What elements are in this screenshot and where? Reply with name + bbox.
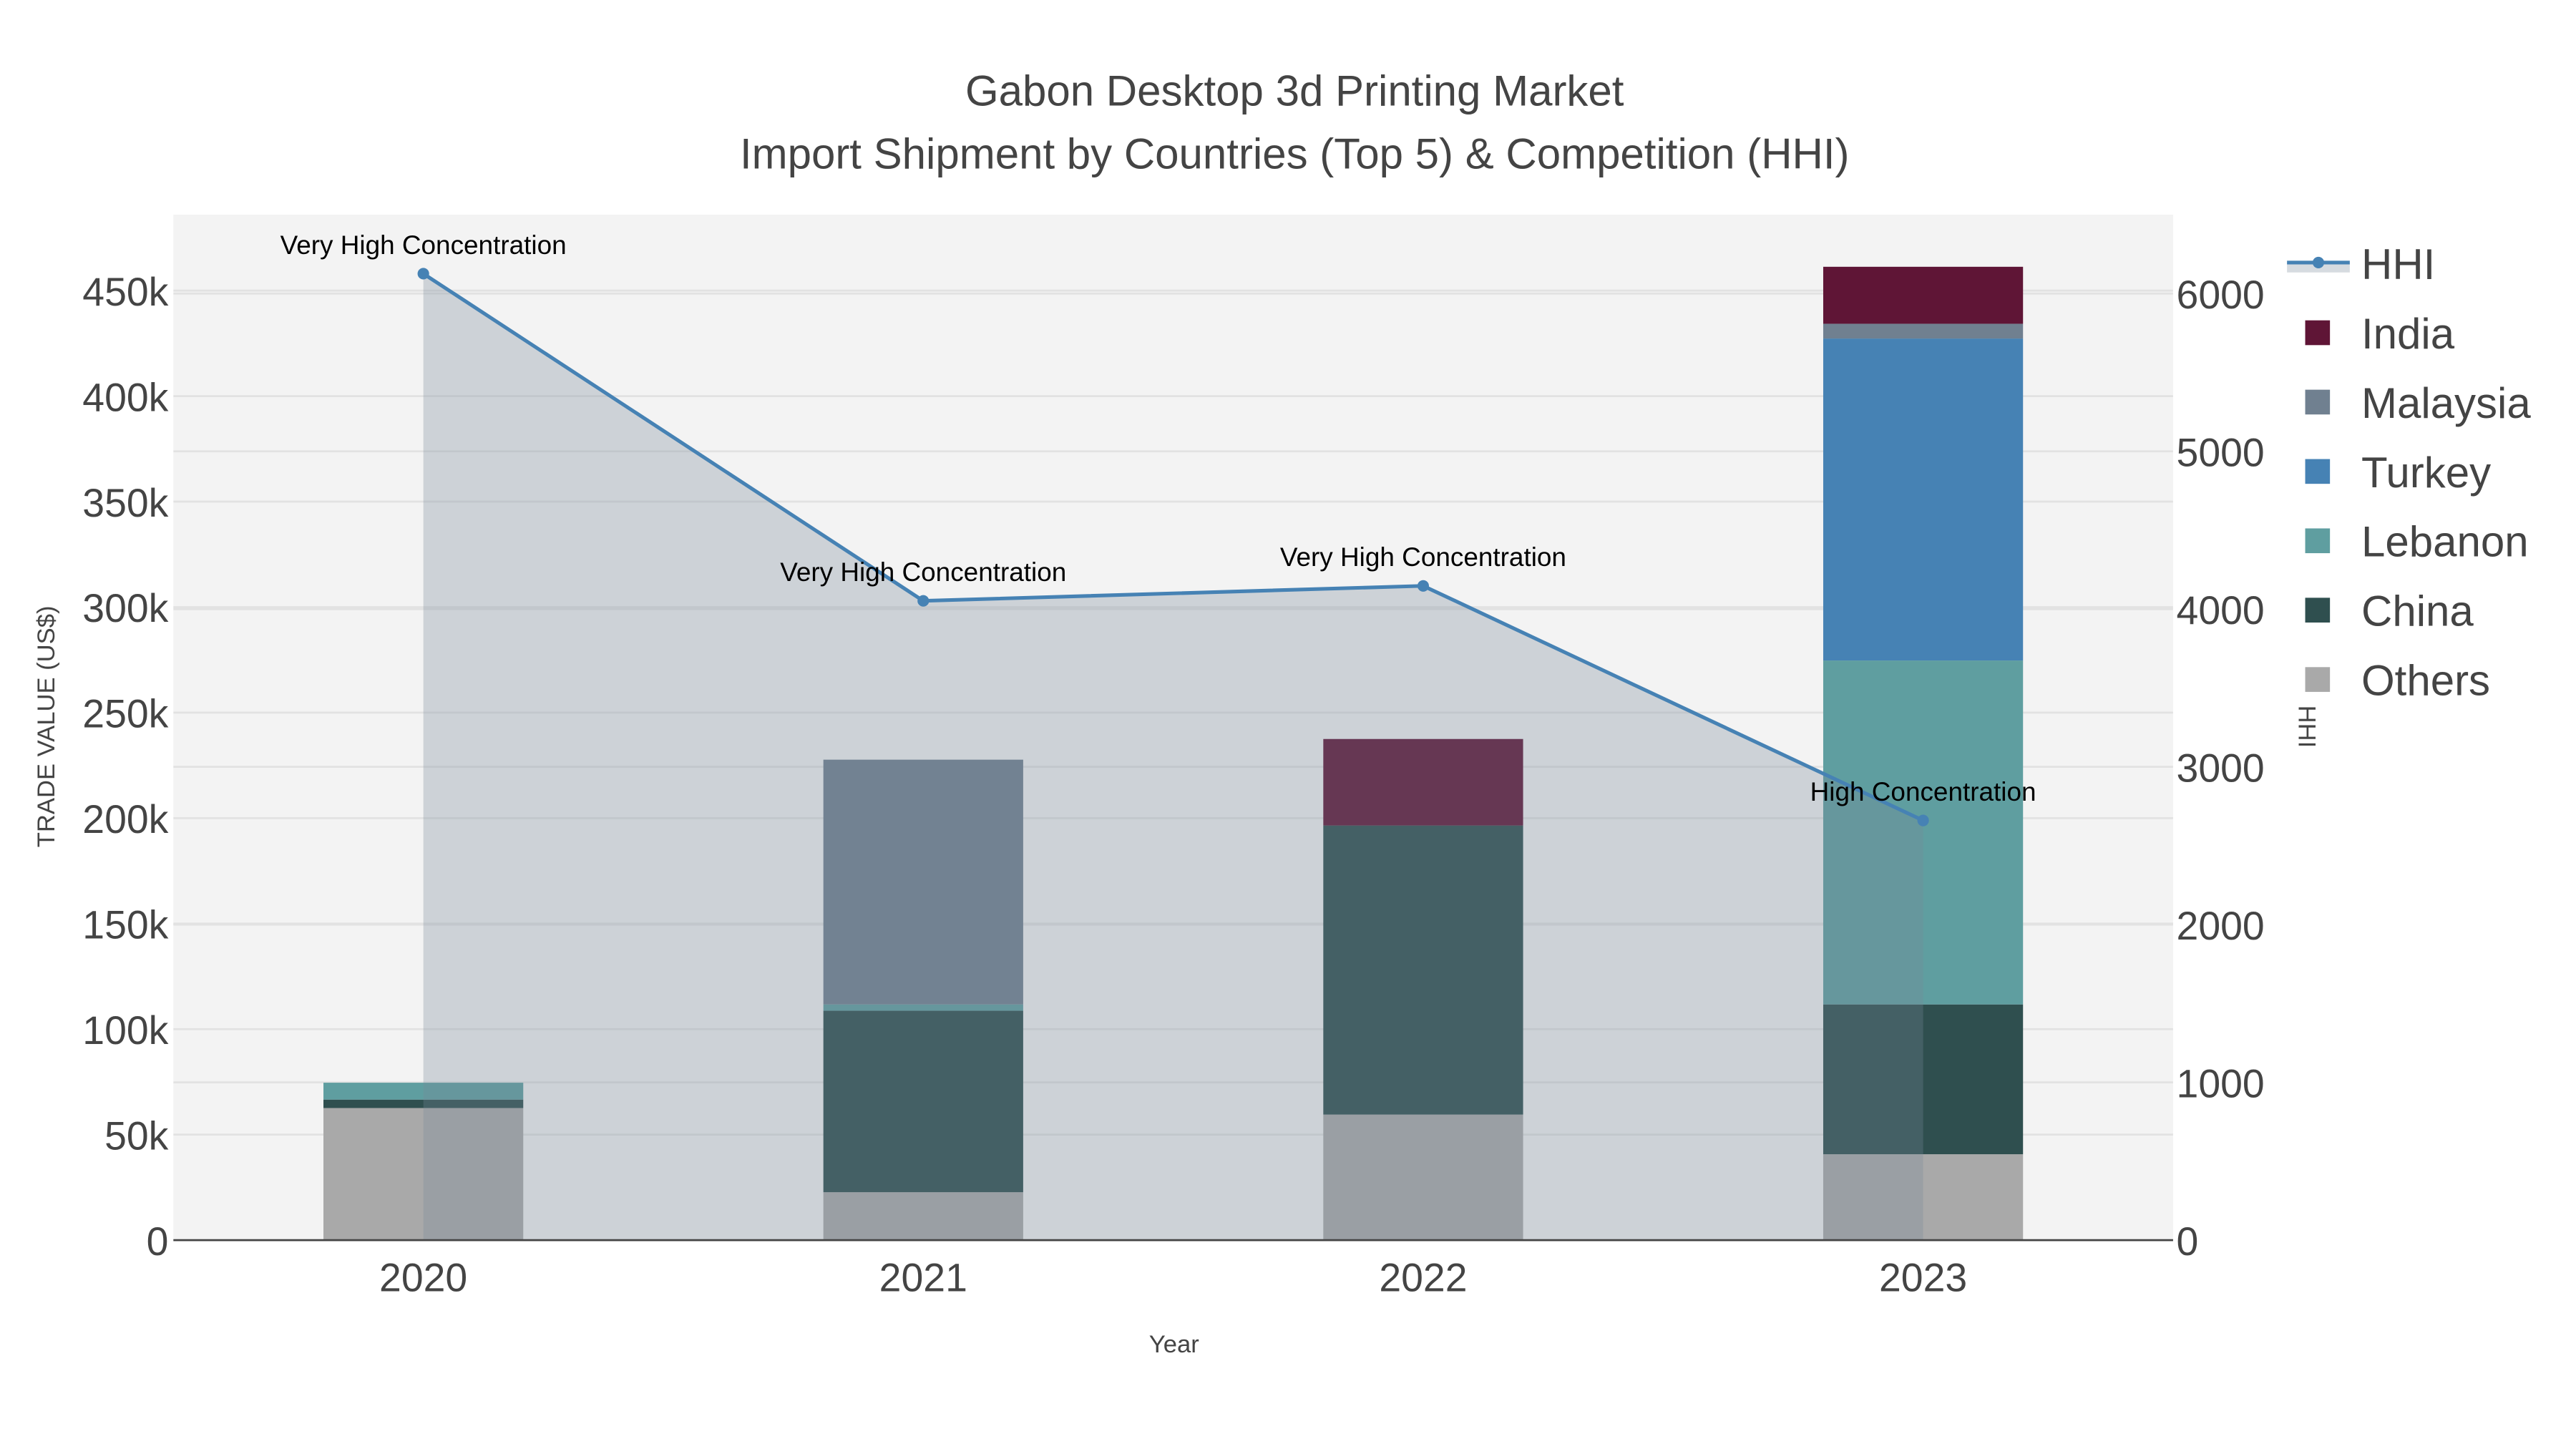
hhi-area bbox=[423, 273, 1923, 1241]
y2-tick-label: 3000 bbox=[2177, 746, 2265, 790]
y-tick-label: 150k bbox=[82, 903, 168, 947]
bar-lebanon-2020 bbox=[323, 1083, 524, 1100]
bar-malaysia-2023 bbox=[1823, 323, 2024, 339]
x-axis-title: Year bbox=[1149, 1331, 1199, 1358]
hhi-annotation: Very High Concentration bbox=[1280, 542, 1566, 572]
legend-swatch-others bbox=[2305, 667, 2331, 692]
bar-china-2021 bbox=[823, 1010, 1023, 1193]
chart-subtitle: Import Shipment by Countries (Top 5) & C… bbox=[740, 130, 1850, 177]
y-tick-label: 100k bbox=[82, 1008, 168, 1053]
hhi-point-2020 bbox=[417, 268, 429, 280]
hhi-annotation: Very High Concentration bbox=[280, 230, 567, 260]
y-axis-title: TRADE VALUE (US$) bbox=[33, 605, 60, 847]
bar-lebanon-2023 bbox=[1823, 660, 2024, 1005]
hhi-point-2021 bbox=[917, 595, 930, 607]
legend-label-lebanon: Lebanon bbox=[2361, 518, 2529, 566]
legend-label-malaysia: Malaysia bbox=[2361, 379, 2531, 427]
bar-lebanon-2021 bbox=[823, 1004, 1023, 1011]
legend-label-turkey: Turkey bbox=[2361, 449, 2491, 497]
x-axis-ticks: 2020 2021 2022 2023 bbox=[379, 1256, 1967, 1300]
bar-china-2023 bbox=[1823, 1004, 2024, 1155]
legend-hhi-marker bbox=[2312, 256, 2325, 268]
legend-label-others: Others bbox=[2361, 657, 2490, 705]
legend-label-china: China bbox=[2361, 587, 2474, 635]
x-tick-label: 2020 bbox=[379, 1256, 467, 1300]
hhi-point-2022 bbox=[1417, 580, 1430, 592]
y2-tick-label: 1000 bbox=[2177, 1061, 2265, 1106]
y2-axis-ticks: 0 1000 2000 3000 4000 5000 6000 bbox=[2177, 273, 2265, 1264]
legend-swatch-turkey bbox=[2305, 459, 2331, 484]
legend-swatch-malaysia bbox=[2305, 389, 2331, 415]
x-tick-label: 2022 bbox=[1379, 1256, 1467, 1300]
legend: HHI India Malaysia Turkey Lebanon China Others bbox=[2287, 240, 2531, 705]
y2-tick-label: 6000 bbox=[2177, 273, 2265, 317]
y-tick-label: 50k bbox=[104, 1113, 169, 1158]
chart-title: Gabon Desktop 3d Printing Market bbox=[965, 67, 1624, 115]
y-tick-label: 400k bbox=[82, 375, 168, 419]
bar-others-2022 bbox=[1323, 1114, 1523, 1241]
bar-china-2020 bbox=[323, 1099, 524, 1108]
bar-malaysia-2021 bbox=[823, 759, 1023, 1005]
y2-tick-label: 4000 bbox=[2177, 588, 2265, 633]
y-tick-label: 450k bbox=[82, 270, 168, 314]
x-tick-label: 2023 bbox=[1879, 1256, 1967, 1300]
bar-others-2020 bbox=[323, 1108, 524, 1241]
bar-india-2022 bbox=[1323, 738, 1523, 826]
hhi-annotation: Very High Concentration bbox=[780, 557, 1066, 587]
y2-axis-title: HHI bbox=[2293, 706, 2320, 748]
bar-turkey-2023 bbox=[1823, 338, 2024, 661]
y2-tick-label: 5000 bbox=[2177, 430, 2265, 474]
legend-label-hhi: HHI bbox=[2361, 240, 2435, 288]
y-tick-label: 350k bbox=[82, 481, 168, 525]
bars bbox=[323, 266, 2024, 1241]
y-tick-label: 200k bbox=[82, 797, 168, 841]
legend-swatch-india bbox=[2305, 320, 2331, 346]
x-tick-label: 2021 bbox=[879, 1256, 967, 1300]
hhi-series: Very High Concentration Very High Concent… bbox=[280, 230, 2036, 1241]
y2-tick-label: 2000 bbox=[2177, 904, 2265, 948]
hhi-point-2023 bbox=[1917, 814, 1929, 826]
y2-tick-label: 0 bbox=[2177, 1219, 2199, 1264]
y-tick-label: 300k bbox=[82, 586, 168, 630]
y-tick-label: 250k bbox=[82, 692, 168, 736]
legend-swatch-lebanon bbox=[2305, 528, 2331, 554]
bar-others-2023 bbox=[1823, 1154, 2024, 1241]
hhi-annotation: High Concentration bbox=[1810, 777, 2036, 806]
hhi-line bbox=[422, 272, 1924, 822]
bar-others-2021 bbox=[823, 1192, 1023, 1241]
bar-india-2023 bbox=[1823, 266, 2024, 324]
bar-china-2022 bbox=[1323, 825, 1523, 1115]
y-axis-ticks: 0 50k 100k 150k 200k 250k 300k 350k 400k 450k bbox=[82, 270, 168, 1264]
y-tick-label: 0 bbox=[147, 1219, 169, 1264]
legend-label-india: India bbox=[2361, 310, 2455, 358]
legend-swatch-china bbox=[2305, 597, 2331, 623]
